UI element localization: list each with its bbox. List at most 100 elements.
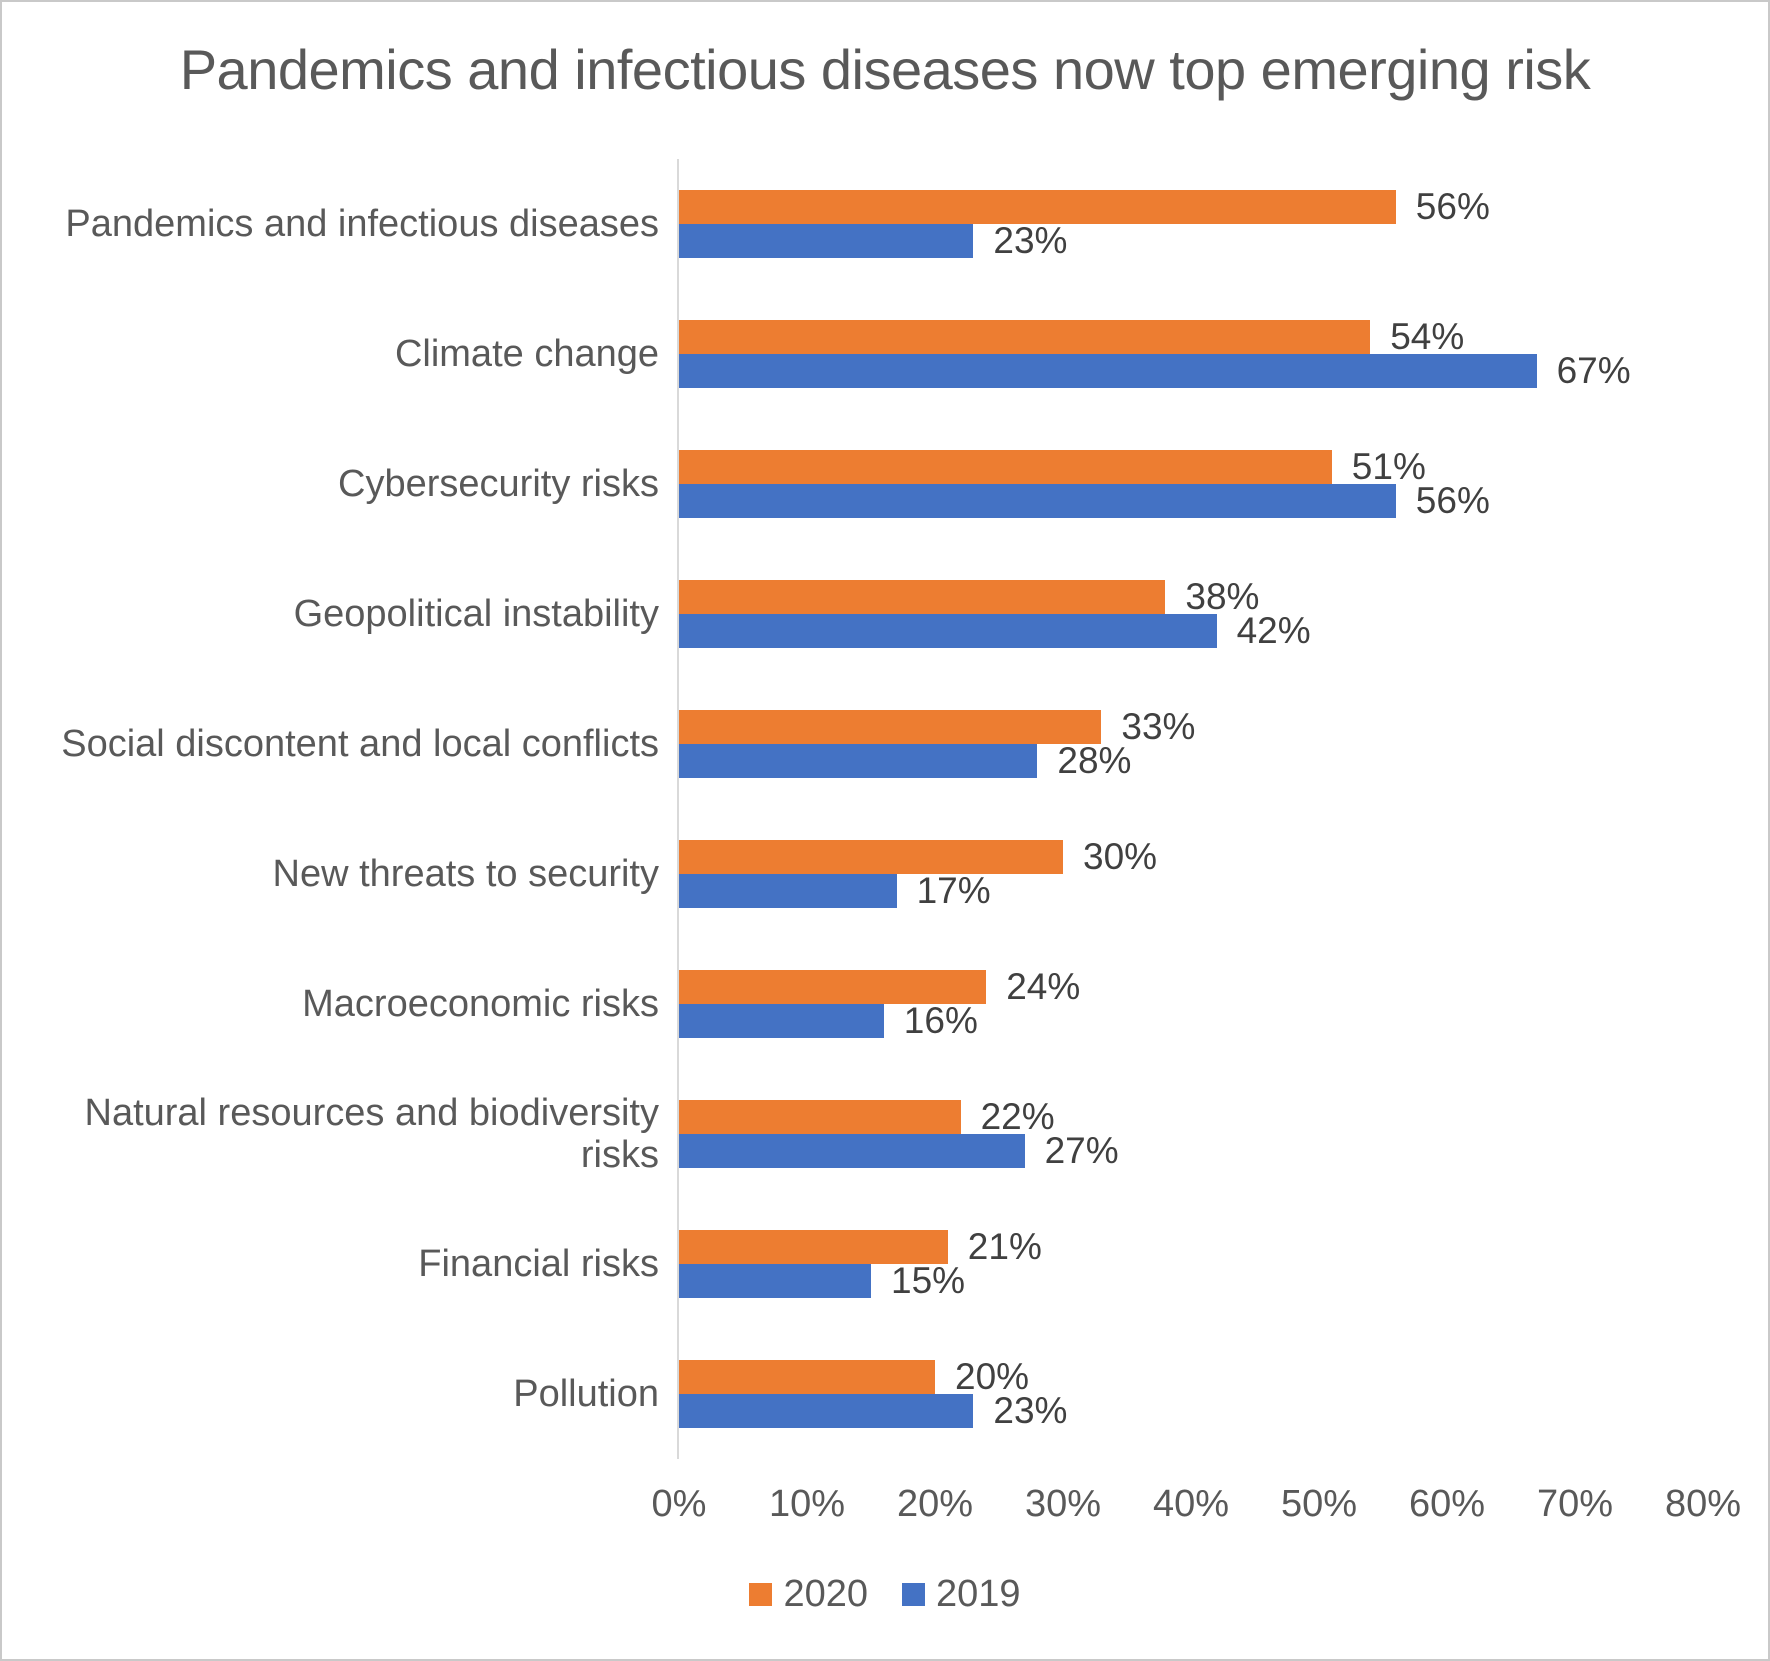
chart-title: Pandemics and infectious diseases now to… [179, 38, 1591, 101]
bar-line-2019: 23% [679, 1390, 1703, 1431]
x-axis-tick: 0% [651, 1483, 707, 1526]
bar-line-2020: 24% [679, 966, 1703, 1007]
bar-2020 [679, 580, 1166, 615]
category-label: Climate change [394, 332, 659, 375]
category-label: Financial risks [418, 1242, 659, 1285]
bar-group: 30% 17% [677, 809, 1703, 940]
chart-row: Pollution 20% 23% [2, 1329, 1768, 1460]
value-label-2019: 56% [1415, 480, 1490, 522]
bar-2019 [679, 224, 974, 259]
bar-group: 22% 27% [677, 1069, 1703, 1200]
chart-row: Geopolitical instability 38% 42% [2, 549, 1768, 680]
bar-2019 [679, 1394, 974, 1429]
value-label-2019: 28% [1057, 740, 1132, 782]
legend-item-2019: 2019 [902, 1573, 1021, 1616]
x-axis-tick: 40% [1152, 1483, 1230, 1526]
bar-line-2019: 27% [679, 1130, 1703, 1171]
bar-line-2020: 54% [679, 316, 1703, 357]
category-label: Cybersecurity risks [338, 462, 659, 505]
bar-line-2020: 56% [679, 186, 1703, 227]
bar-group: 21% 15% [677, 1199, 1703, 1330]
bar-group: 38% 42% [677, 549, 1703, 680]
category-label: Macroeconomic risks [302, 982, 659, 1025]
bar-group: 33% 28% [677, 679, 1703, 810]
bar-2019 [679, 874, 897, 909]
value-label-2020: 56% [1415, 186, 1490, 228]
x-axis-tick: 50% [1280, 1483, 1358, 1526]
value-label-2019: 67% [1556, 350, 1631, 392]
bar-line-2019: 67% [679, 350, 1703, 391]
chart-row: New threats to security 30% 17% [2, 809, 1768, 940]
bar-group: 54% 67% [677, 289, 1703, 420]
value-label-2020: 24% [1006, 966, 1081, 1008]
bar-group: 24% 16% [677, 939, 1703, 1070]
bar-line-2019: 17% [679, 870, 1703, 911]
x-axis-tick: 70% [1536, 1483, 1614, 1526]
bar-2020 [679, 320, 1371, 355]
bar-2019 [679, 614, 1217, 649]
bar-line-2019: 28% [679, 740, 1703, 781]
legend: 2020 2019 [2, 1573, 1768, 1616]
chart-row: Macroeconomic risks 24% 16% [2, 939, 1768, 1070]
bar-2020 [679, 1360, 935, 1395]
category-label: Natural resources and biodiversity risks [84, 1091, 660, 1177]
bar-group: 20% 23% [677, 1329, 1703, 1460]
bar-2020 [679, 450, 1332, 485]
x-axis-tick: 20% [896, 1483, 974, 1526]
value-label-2019: 15% [891, 1260, 966, 1302]
legend-label-2020: 2020 [783, 1573, 868, 1616]
legend-swatch-2020 [749, 1583, 773, 1607]
chart-row: Social discontent and local conflicts 33%… [2, 679, 1768, 810]
bar-2019 [679, 484, 1396, 519]
value-label-2020: 54% [1390, 316, 1465, 358]
legend-swatch-2019 [902, 1583, 925, 1607]
chart-row: Cybersecurity risks 51% 56% [2, 419, 1768, 550]
bar-2020 [679, 190, 1396, 225]
legend-label-2019: 2019 [936, 1573, 1021, 1616]
chart-row: Climate change 54% 67% [2, 289, 1768, 420]
bar-line-2020: 51% [679, 446, 1703, 487]
bar-2019 [679, 1134, 1025, 1169]
value-label-2020: 33% [1121, 706, 1196, 748]
value-label-2019: 23% [993, 220, 1068, 262]
value-label-2020: 51% [1351, 446, 1426, 488]
category-label: New threats to security [272, 852, 659, 895]
bar-line-2019: 56% [679, 480, 1703, 521]
category-label: Pollution [513, 1372, 659, 1415]
bar-line-2020: 38% [679, 576, 1703, 617]
bar-line-2019: 16% [679, 1000, 1703, 1041]
bar-line-2020: 22% [679, 1096, 1703, 1137]
x-axis-tick: 60% [1408, 1483, 1486, 1526]
value-label-2019: 27% [1044, 1130, 1119, 1172]
x-axis-tick: 10% [768, 1483, 846, 1526]
bar-line-2019: 23% [679, 220, 1703, 261]
bar-2020 [679, 710, 1102, 745]
bar-2019 [679, 1264, 871, 1299]
bar-line-2019: 42% [679, 610, 1703, 651]
category-label: Pandemics and infectious diseases [65, 202, 659, 245]
bar-2019 [679, 354, 1537, 389]
legend-item-2020: 2020 [749, 1573, 868, 1616]
bar-group: 51% 56% [677, 419, 1703, 550]
value-label-2019: 16% [903, 1000, 978, 1042]
chart-row: Pandemics and infectious diseases 56% 23% [2, 159, 1768, 290]
bar-2020 [679, 970, 987, 1005]
value-label-2020: 21% [967, 1226, 1042, 1268]
bar-line-2020: 30% [679, 836, 1703, 877]
value-label-2020: 20% [955, 1356, 1030, 1398]
bar-2020 [679, 1100, 961, 1135]
bar-2019 [679, 744, 1038, 779]
value-label-2019: 17% [916, 870, 991, 912]
value-label-2019: 23% [993, 1390, 1068, 1432]
value-label-2020: 30% [1083, 836, 1158, 878]
bar-line-2020: 20% [679, 1356, 1703, 1397]
value-label-2020: 38% [1185, 576, 1260, 618]
bar-2019 [679, 1004, 884, 1039]
plot-area: Pandemics and infectious diseases 56% 23% C… [2, 159, 1768, 1460]
chart-row: Financial risks 21% 15% [2, 1199, 1768, 1330]
x-axis: 0% 10% 20% 30% 40% 50% 60% 70% 80% [652, 1483, 1741, 1529]
bar-2020 [679, 1230, 948, 1265]
chart-row: Natural resources and biodiversity risks… [2, 1069, 1768, 1200]
category-label: Social discontent and local conflicts [61, 722, 659, 765]
